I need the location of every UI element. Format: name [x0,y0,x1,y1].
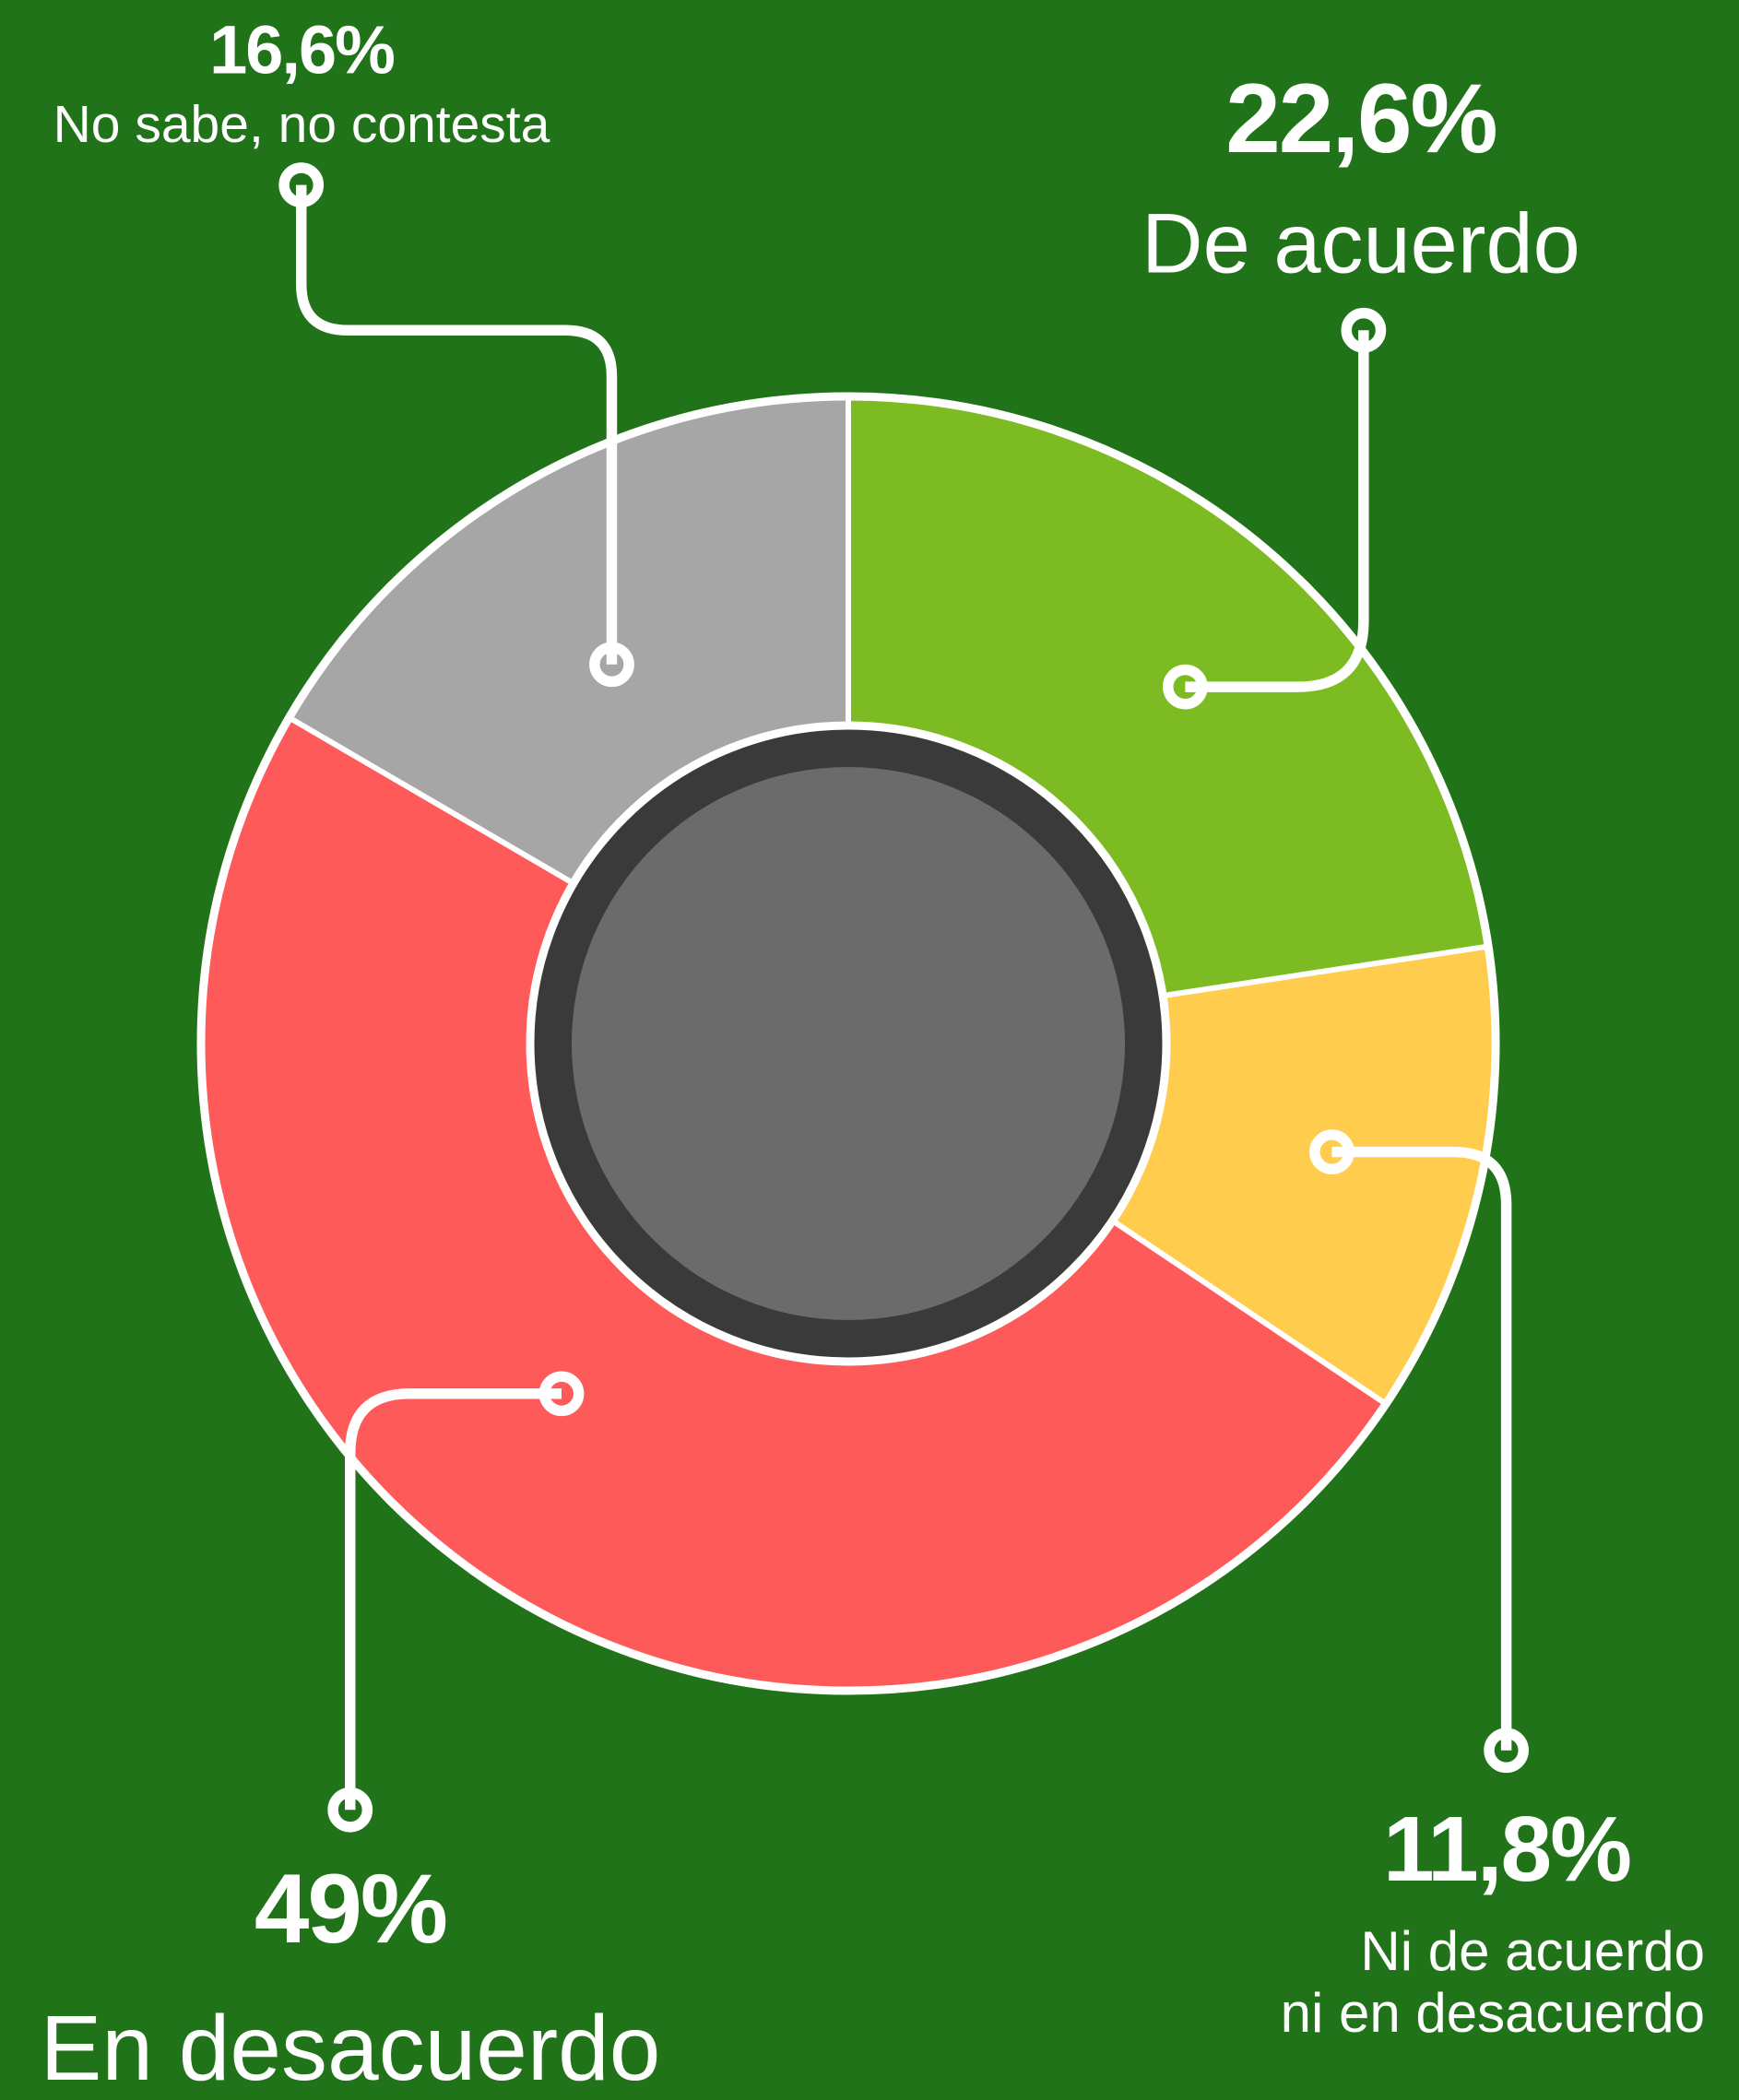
value-label: 11,8% [1383,1798,1630,1901]
category-label: De acuerdo [1142,196,1580,291]
value-label: 16,6% [209,13,394,89]
value-label: 22,6% [1225,64,1496,174]
chart [0,0,1739,2071]
category-label: Ni de acuerdo ni en desacuerdo [1281,1920,1705,2044]
value-label: 49% [254,1854,446,1964]
category-label: En desacuerdo [41,1997,661,2100]
category-label: No sabe, no contesta [53,96,550,155]
page: (() => { const data = JSON.parse(documen… [0,0,1739,2071]
center-photo-inner [572,767,1125,1320]
